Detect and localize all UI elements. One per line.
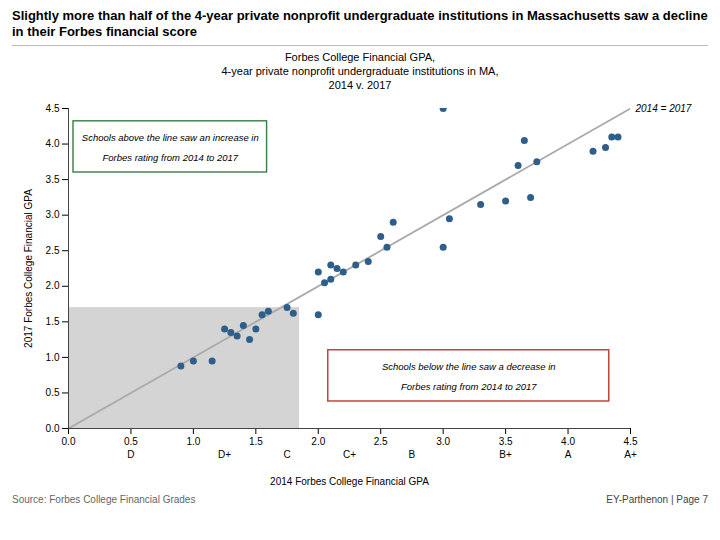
- svg-text:2.0: 2.0: [46, 281, 60, 292]
- svg-text:B: B: [409, 449, 416, 460]
- html-text:Forbes College Financial GPA,: Forbes College Financial GPA,: [284, 50, 436, 63]
- html-text:Source: Forbes College Financi: Source: Forbes College Financial Grades: [12, 494, 196, 506]
- svg-text:2014 = 2017: 2014 = 2017: [635, 103, 692, 114]
- svg-text:2.5: 2.5: [46, 245, 60, 256]
- svg-text:1.0: 1.0: [46, 352, 60, 363]
- svg-text:1.0: 1.0: [186, 436, 200, 447]
- svg-text:Forbes rating from 2014 to 201: Forbes rating from 2014 to 2017: [102, 153, 238, 164]
- svg-text:0.0: 0.0: [62, 436, 76, 447]
- svg-text:4.5: 4.5: [624, 436, 638, 447]
- svg-text:1.5: 1.5: [46, 316, 60, 327]
- svg-text:2.5: 2.5: [374, 436, 388, 447]
- svg-text:Schools below the line saw a d: Schools below the line saw a decrease in: [382, 361, 556, 372]
- svg-text:3.0: 3.0: [46, 210, 60, 221]
- svg-text:A: A: [565, 449, 572, 460]
- svg-text:Forbes rating from 2014 to 201: Forbes rating from 2014 to 2017: [401, 382, 537, 393]
- svg-text:C+: C+: [343, 449, 356, 460]
- svg-text:Schools above the line saw an: Schools above the line saw an increase i…: [82, 132, 259, 143]
- svg-text:D+: D+: [218, 449, 231, 460]
- svg-text:4.0: 4.0: [46, 139, 60, 150]
- svg-text:0.5: 0.5: [46, 388, 60, 399]
- svg-text:0.5: 0.5: [124, 436, 138, 447]
- svg-text:2.0: 2.0: [311, 436, 325, 447]
- html-text:2014 v. 2017: 2014 v. 2017: [328, 79, 392, 92]
- svg-text:4.5: 4.5: [46, 103, 60, 114]
- svg-text:0.0: 0.0: [46, 423, 60, 434]
- svg-text:B+: B+: [499, 449, 512, 460]
- svg-text:3.5: 3.5: [499, 436, 513, 447]
- svg-text:A+: A+: [624, 449, 637, 460]
- html-text:4-year private nonprofit under: 4-year private nonprofit undergraduate i…: [221, 64, 499, 77]
- svg-text:2014 Forbes College Financial: 2014 Forbes College Financial GPA: [270, 476, 429, 487]
- html-text:Slightly more than half of the: Slightly more than half of the 4-year pr…: [12, 8, 708, 40]
- svg-text:2017 Forbes College Financial: 2017 Forbes College Financial GPA: [23, 189, 34, 348]
- svg-text:D: D: [127, 449, 134, 460]
- html-text:EY-Parthenon | Page 7: EY-Parthenon | Page 7: [606, 494, 708, 506]
- svg-text:3.0: 3.0: [436, 436, 450, 447]
- svg-text:1.5: 1.5: [249, 436, 263, 447]
- svg-text:4.0: 4.0: [561, 436, 575, 447]
- svg-text:3.5: 3.5: [46, 174, 60, 185]
- svg-text:C: C: [283, 449, 290, 460]
